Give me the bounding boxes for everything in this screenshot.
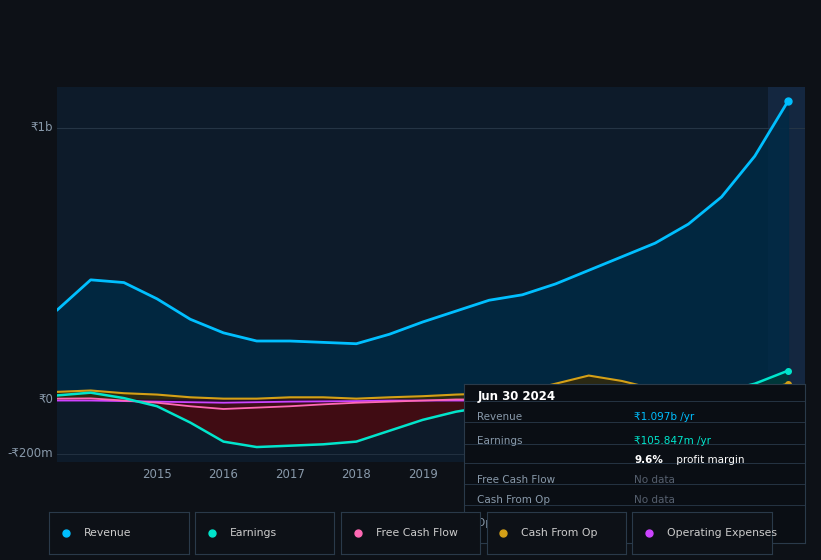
Text: Operating Expenses: Operating Expenses	[667, 529, 777, 538]
Bar	[768, 87, 805, 462]
Text: Cash From Op: Cash From Op	[521, 529, 598, 538]
Text: Earnings: Earnings	[478, 436, 523, 446]
Text: profit margin: profit margin	[673, 455, 745, 465]
Text: ₹105.847m /yr: ₹105.847m /yr	[635, 436, 711, 446]
Text: No data: No data	[635, 474, 675, 484]
Text: Cash From Op: Cash From Op	[478, 496, 551, 505]
Text: Free Cash Flow: Free Cash Flow	[376, 529, 457, 538]
Text: Operating Expenses: Operating Expenses	[478, 517, 583, 528]
Text: Earnings: Earnings	[230, 529, 277, 538]
Text: ₹1b: ₹1b	[31, 121, 53, 134]
Text: ₹1.097b /yr: ₹1.097b /yr	[635, 412, 695, 422]
Text: ₹0: ₹0	[39, 393, 53, 406]
Text: Revenue: Revenue	[84, 529, 131, 538]
Text: -₹200m: -₹200m	[7, 447, 53, 460]
Text: Revenue: Revenue	[478, 412, 523, 422]
Text: Jun 30 2024: Jun 30 2024	[478, 390, 556, 403]
Text: Free Cash Flow: Free Cash Flow	[478, 474, 556, 484]
Text: ₹12.987m /yr: ₹12.987m /yr	[635, 517, 704, 528]
Text: No data: No data	[635, 496, 675, 505]
Text: 9.6%: 9.6%	[635, 455, 663, 465]
